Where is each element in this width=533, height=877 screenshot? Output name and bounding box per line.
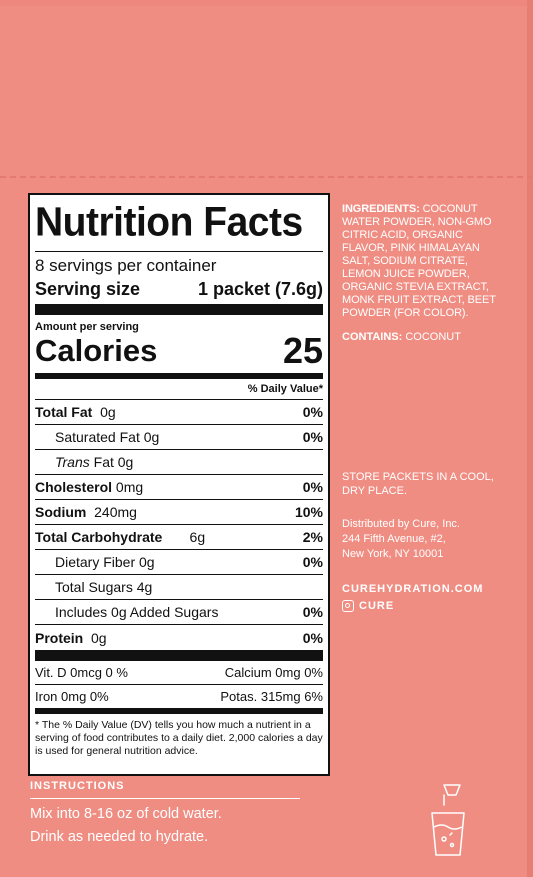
nutrient-pct: 0%	[302, 554, 323, 570]
fold-line	[0, 176, 533, 178]
nutrient-label: Cholesterol	[35, 479, 113, 495]
nutrient-row-total-fat: Total Fat 0g 0%	[35, 400, 323, 425]
nutrient-row-trans-fat: Trans Fat 0g	[35, 450, 323, 475]
nutrient-row-saturated-fat: Saturated Fat 0g 0%	[35, 425, 323, 450]
distributor-info: Distributed by Cure, Inc. 244 Fifth Aven…	[342, 517, 512, 562]
nutrient-label: Total Sugars 4g	[55, 579, 153, 595]
daily-value-footnote: * The % Daily Value (DV) tells you how m…	[35, 719, 323, 757]
serving-size-label: Serving size	[35, 279, 141, 299]
thick-divider	[35, 304, 323, 315]
nutrient-amount: 240mg	[94, 504, 137, 520]
nutrition-title: Nutrition Facts	[35, 199, 303, 246]
box-right-edge	[527, 0, 533, 877]
instagram-icon	[342, 600, 354, 612]
nutrient-label: Saturated Fat 0g	[55, 429, 160, 445]
ingredients: INGREDIENTS: COCONUT WATER POWDER, NON-G…	[342, 203, 500, 320]
serving-size-row: Serving size 1 packet (7.6g)	[35, 278, 323, 300]
nutrient-amount: 0g	[100, 404, 116, 420]
instructions-line: Mix into 8-16 oz of cold water.	[30, 806, 222, 822]
daily-value-header: % Daily Value*	[35, 379, 323, 400]
serving-size-value: 1 packet (7.6g)	[197, 279, 323, 299]
instructions-line: Drink as needed to hydrate.	[30, 829, 209, 845]
contains-text: COCONUT	[405, 331, 461, 343]
nutrient-label: Total Carbohydrate	[35, 529, 163, 545]
nutrient-row-dietary-fiber: Dietary Fiber 0g 0%	[35, 550, 323, 575]
nutrient-pct: 0%	[302, 479, 323, 495]
vitamin-right: Potas. 315mg 6%	[220, 689, 323, 704]
amount-per-serving: Amount per serving	[35, 321, 139, 333]
instructions-divider	[30, 798, 300, 799]
nutrient-label: Fat 0g	[93, 454, 134, 470]
nutrient-row-total-sugars: Total Sugars 4g	[35, 575, 323, 600]
nutrient-row-sodium: Sodium 240mg 10%	[35, 500, 323, 525]
nutrient-pct: 10%	[294, 504, 323, 520]
servings-per-container: 8 servings per container	[35, 256, 217, 275]
medium-divider	[35, 373, 323, 379]
glass-of-water-icon	[431, 784, 465, 856]
nutrition-facts-panel: Nutrition Facts 8 servings per container…	[28, 193, 330, 776]
thick-divider	[35, 650, 323, 661]
website: CUREHYDRATION.COM	[342, 583, 484, 595]
instagram-text: CURE	[359, 600, 395, 612]
vitamin-right: Calcium 0mg 0%	[224, 665, 323, 680]
calories-row: Calories 25	[35, 330, 323, 371]
distributor-line: New York, NY 10001	[342, 548, 444, 560]
instructions-title: INSTRUCTIONS	[30, 780, 125, 792]
allergen-statement: CONTAINS: COCONUT	[342, 331, 461, 343]
vitamin-row: Vit. D 0mcg 0 % Calcium 0mg 0%	[35, 661, 323, 685]
instagram-handle: CURE	[342, 600, 394, 612]
nutrient-pct: 0%	[302, 404, 323, 420]
nutrient-pct: 2%	[302, 529, 323, 545]
vitamin-left: Vit. D 0mcg 0 %	[35, 665, 128, 680]
nutrient-amount: 0g	[91, 629, 107, 646]
nutrient-label: Includes 0g Added Sugars	[55, 604, 219, 620]
ingredients-label: INGREDIENTS:	[342, 203, 420, 215]
nutrient-label: Sodium	[35, 504, 87, 520]
nutrient-label: Total Fat	[35, 404, 93, 420]
nutrient-amount: 0mg	[115, 479, 144, 495]
nutrient-row-total-carbohydrate: Total Carbohydrate 6g 2%	[35, 525, 323, 550]
nutrient-row-cholesterol: Cholesterol 0mg 0%	[35, 475, 323, 500]
distributor-line: Distributed by Cure, Inc.	[342, 518, 460, 530]
nutrient-pct: 0%	[302, 629, 323, 646]
nutrient-pct: 0%	[302, 604, 323, 620]
storage-instructions: STORE PACKETS IN A COOL, DRY PLACE.	[342, 471, 494, 497]
distributor-line: 244 Fifth Avenue, #2,	[342, 533, 446, 545]
nutrient-row-protein: Protein 0g 0%	[35, 625, 323, 650]
calories-value: 25	[282, 330, 323, 371]
medium-divider	[35, 709, 323, 714]
nutrient-label: Protein	[35, 629, 84, 646]
nutrient-row-added-sugars: Includes 0g Added Sugars 0%	[35, 600, 323, 625]
calories-label: Calories	[35, 333, 158, 368]
vitamin-row: Iron 0mg 0% Potas. 315mg 6%	[35, 685, 323, 709]
box-top-edge	[0, 0, 533, 6]
vitamin-left: Iron 0mg 0%	[35, 689, 109, 704]
nutrient-amount: 6g	[189, 529, 206, 545]
divider	[35, 251, 323, 252]
nutrient-label-italic: Trans	[55, 454, 90, 470]
nutrient-label: Dietary Fiber 0g	[55, 554, 155, 570]
ingredients-text: COCONUT WATER POWDER, NON-GMO CITRIC ACI…	[342, 203, 496, 319]
nutrient-pct: 0%	[302, 429, 323, 445]
contains-label: CONTAINS:	[342, 331, 403, 343]
